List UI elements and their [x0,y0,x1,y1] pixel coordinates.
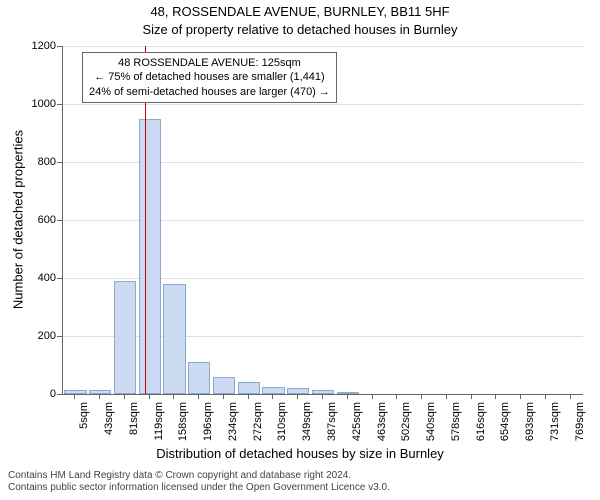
x-tick-mark [372,394,373,399]
x-tick-mark [198,394,199,399]
y-tick-label: 600 [22,214,56,226]
x-tick-label: 349sqm [301,402,313,452]
y-tick-label: 800 [22,156,56,168]
x-tick-label: 81sqm [128,402,140,452]
x-tick-label: 540sqm [425,402,437,452]
x-tick-label: 5sqm [78,402,90,452]
x-tick-label: 616sqm [475,402,487,452]
x-tick-mark [446,394,447,399]
y-tick-mark [57,220,62,221]
x-tick-label: 196sqm [202,402,214,452]
y-tick-mark [57,104,62,105]
x-tick-mark [471,394,472,399]
bar [89,390,111,394]
x-tick-label: 158sqm [177,402,189,452]
footer-line-2: Contains public sector information licen… [8,482,390,494]
bar [163,284,185,394]
x-tick-label: 502sqm [400,402,412,452]
y-tick-mark [57,278,62,279]
x-tick-label: 272sqm [252,402,264,452]
x-tick-mark [74,394,75,399]
y-tick-mark [57,162,62,163]
x-tick-label: 425sqm [351,402,363,452]
x-tick-label: 119sqm [153,402,165,452]
x-tick-mark [545,394,546,399]
x-tick-mark [421,394,422,399]
y-tick-label: 1200 [22,40,56,52]
x-tick-mark [297,394,298,399]
footer-line-1: Contains HM Land Registry data © Crown c… [8,470,390,482]
grid-line [63,104,583,105]
chart-title-sub: Size of property relative to detached ho… [0,22,600,37]
x-tick-mark [520,394,521,399]
x-tick-mark [248,394,249,399]
x-tick-label: 43sqm [103,402,115,452]
bar [262,387,284,394]
x-tick-mark [272,394,273,399]
x-tick-mark [396,394,397,399]
x-tick-label: 463sqm [376,402,388,452]
y-tick-mark [57,46,62,47]
y-tick-mark [57,394,62,395]
x-tick-label: 731sqm [549,402,561,452]
bar [139,119,161,395]
info-line-1: 48 ROSSENDALE AVENUE: 125sqm [89,56,330,70]
x-tick-label: 387sqm [326,402,338,452]
bar [337,392,359,394]
x-tick-mark [570,394,571,399]
x-tick-label: 578sqm [450,402,462,452]
bar [114,281,136,394]
chart-container: 48, ROSSENDALE AVENUE, BURNLEY, BB11 5HF… [0,0,600,500]
x-tick-mark [347,394,348,399]
y-tick-label: 200 [22,330,56,342]
x-tick-mark [223,394,224,399]
bar [64,390,86,394]
chart-title-main: 48, ROSSENDALE AVENUE, BURNLEY, BB11 5HF [0,4,600,19]
y-tick-label: 1000 [22,98,56,110]
info-box: 48 ROSSENDALE AVENUE: 125sqm ← 75% of de… [82,52,337,103]
bar [213,377,235,394]
x-tick-mark [149,394,150,399]
y-tick-label: 0 [22,388,56,400]
x-tick-mark [322,394,323,399]
bar [188,362,210,394]
x-tick-mark [124,394,125,399]
info-line-2: ← 75% of detached houses are smaller (1,… [89,70,330,84]
x-tick-label: 310sqm [276,402,288,452]
x-tick-label: 693sqm [524,402,536,452]
footer: Contains HM Land Registry data © Crown c… [8,470,390,494]
bar [287,388,309,394]
x-tick-mark [173,394,174,399]
x-tick-label: 234sqm [227,402,239,452]
x-tick-mark [99,394,100,399]
grid-line [63,46,583,47]
x-tick-label: 654sqm [499,402,511,452]
y-tick-mark [57,336,62,337]
info-line-3: 24% of semi-detached houses are larger (… [89,85,330,99]
x-tick-mark [495,394,496,399]
bar [238,382,260,394]
x-tick-label: 769sqm [574,402,586,452]
y-tick-label: 400 [22,272,56,284]
